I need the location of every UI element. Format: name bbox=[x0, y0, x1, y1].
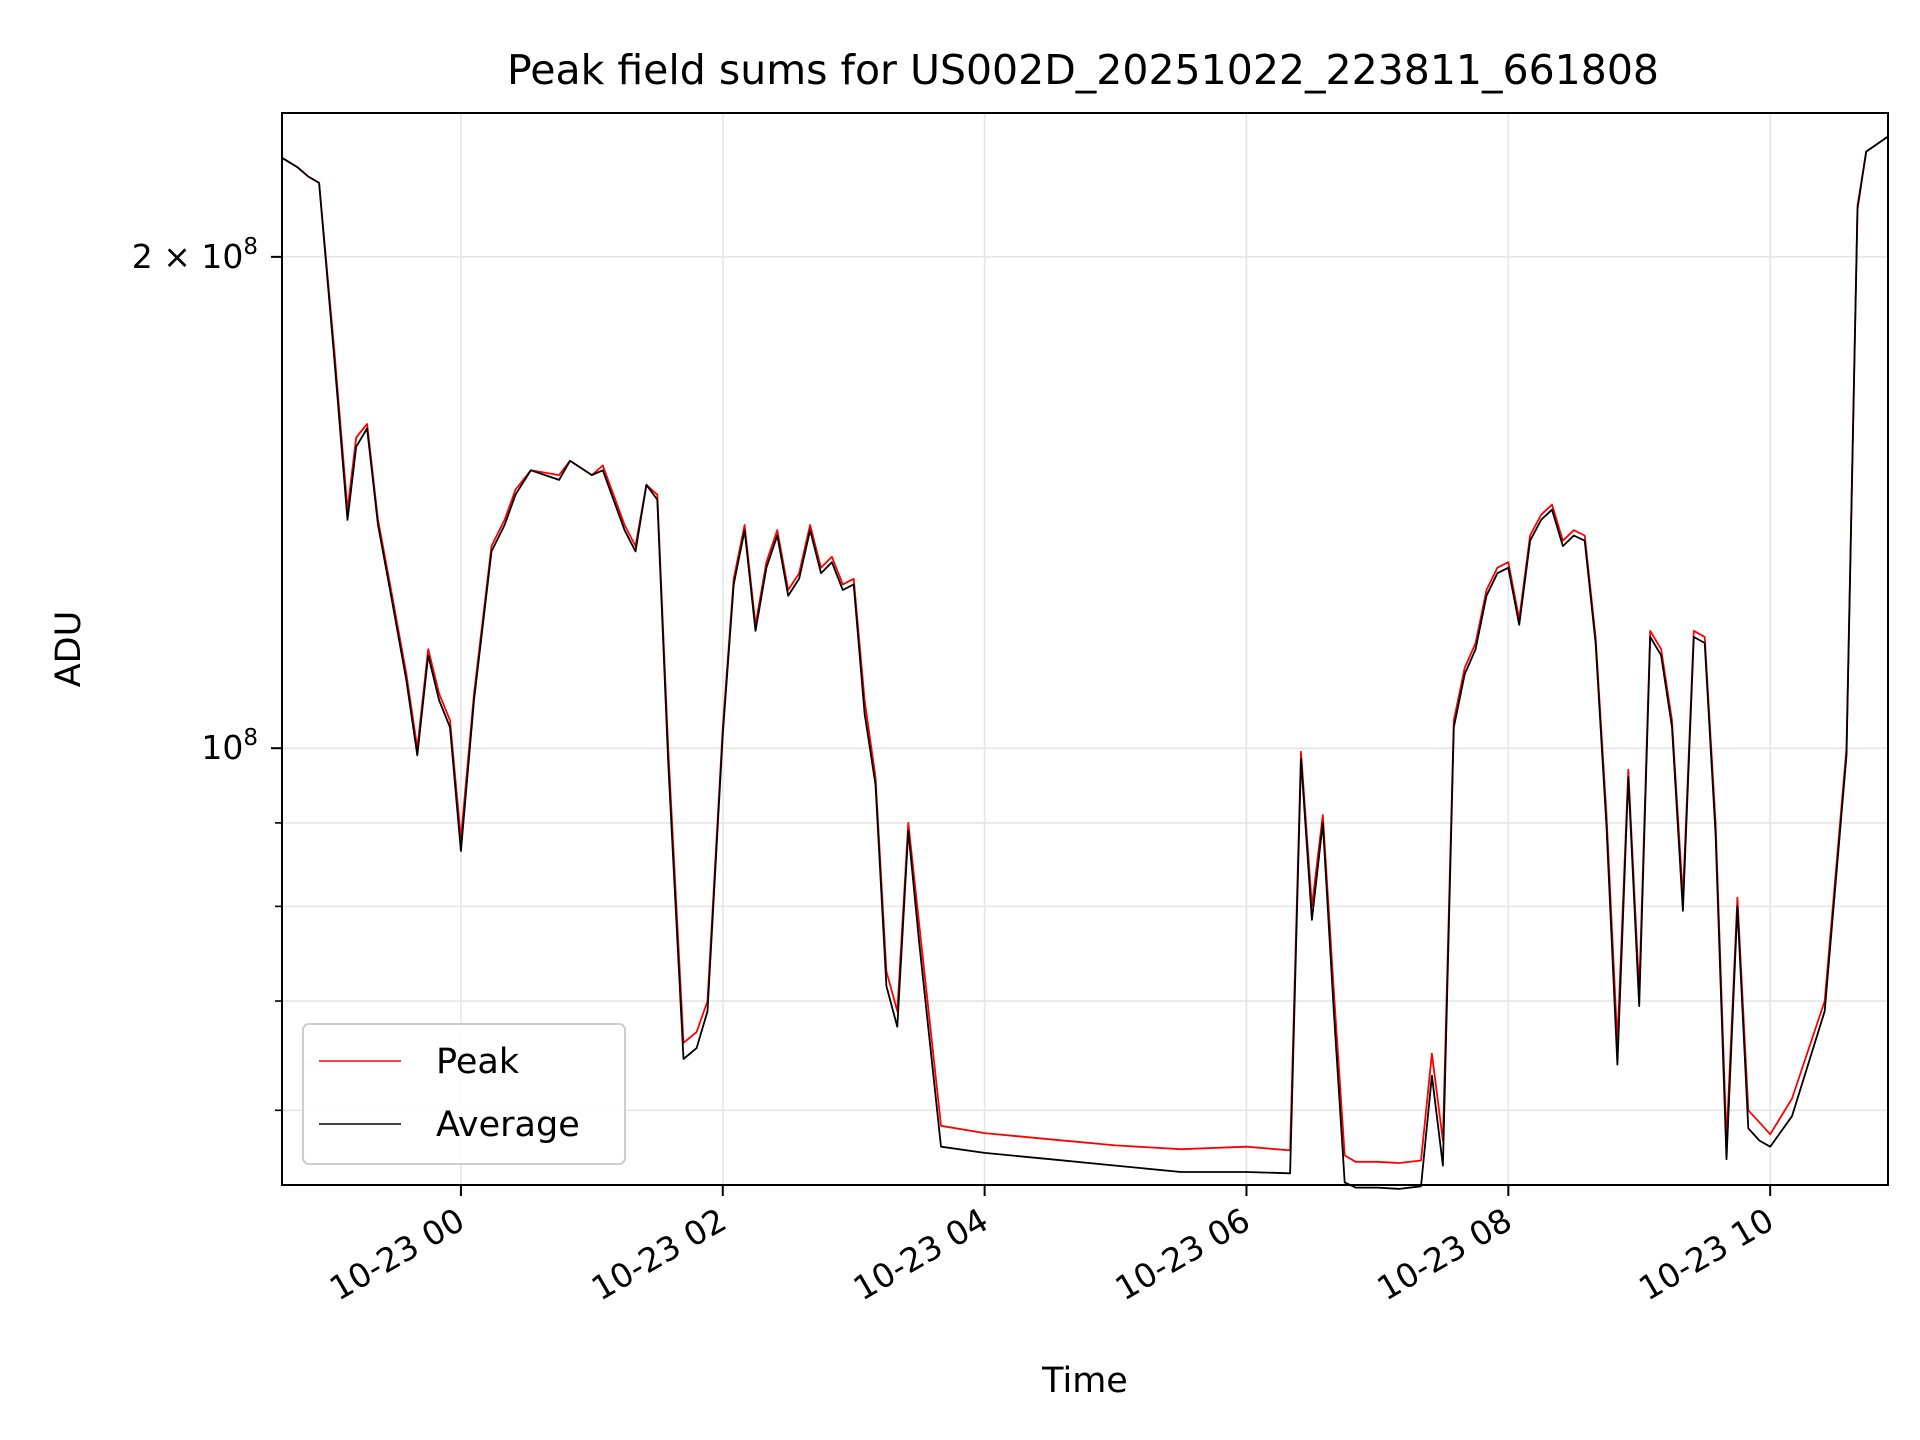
y-tick-label-base: 10 bbox=[201, 728, 243, 767]
grid bbox=[282, 113, 1888, 1185]
plot-area bbox=[281, 135, 1889, 1190]
x-axis-label: Time bbox=[1041, 1361, 1128, 1401]
y-axis-label: ADU bbox=[49, 611, 89, 688]
y-tick-label: 2 × 108 bbox=[132, 234, 258, 276]
y-tick-label-exponent: 8 bbox=[243, 234, 258, 260]
y-tick-label: 108 bbox=[201, 725, 258, 767]
series-line-average bbox=[281, 135, 1889, 1190]
chart-title: Peak field sums for US002D_20251022_2238… bbox=[507, 46, 1659, 94]
legend: Peak Average bbox=[302, 1023, 626, 1165]
legend-label-peak: Peak bbox=[436, 1042, 520, 1082]
y-tick-label-base: 2 × 10 bbox=[132, 237, 244, 276]
legend-box bbox=[302, 1023, 626, 1165]
legend-label-average: Average bbox=[436, 1105, 580, 1145]
y-tick-label-exponent: 8 bbox=[243, 725, 258, 751]
axes-frame bbox=[281, 112, 1889, 1186]
